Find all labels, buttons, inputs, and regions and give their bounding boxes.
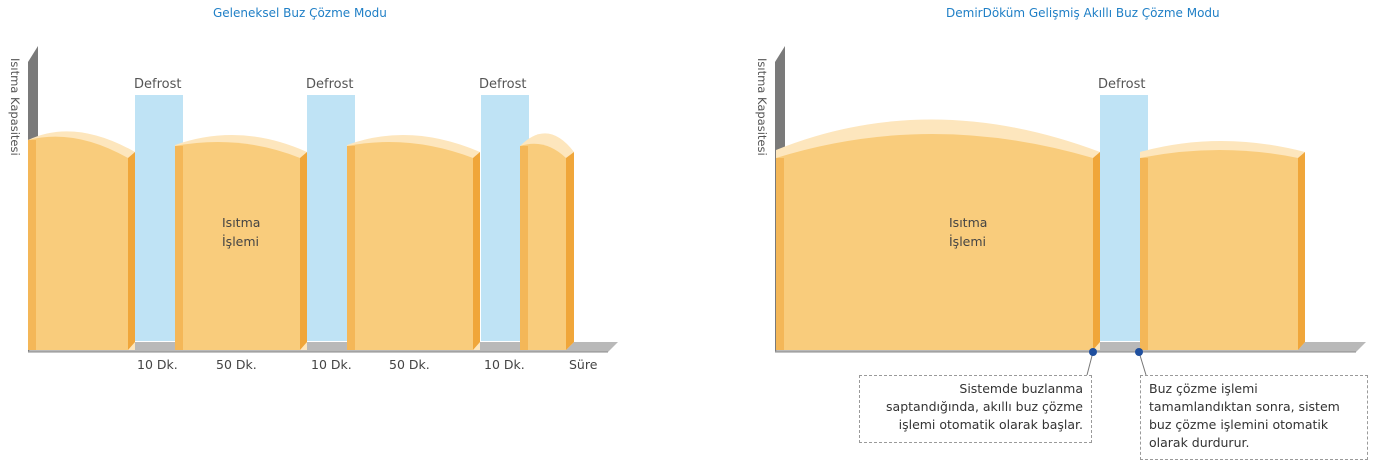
left-process-line-1: Isıtma <box>222 215 261 230</box>
defrost-start-marker <box>1089 348 1097 356</box>
left-defrost-label-1: Defrost <box>134 77 182 92</box>
left-time-label-1: 10 Dk. <box>137 357 178 372</box>
left-heating-block-1 <box>28 131 135 350</box>
left-defrost-label-2: Defrost <box>306 77 354 92</box>
left-chart <box>28 46 618 353</box>
left-x-axis-label: Süre <box>569 357 598 372</box>
left-heating-block-4 <box>520 133 574 350</box>
left-defrost-label-3: Defrost <box>479 77 527 92</box>
right-chart <box>775 46 1366 376</box>
left-time-label-4: 50 Dk. <box>389 357 430 372</box>
left-heating-block-2 <box>175 135 307 350</box>
right-chart-title: DemirDöküm Gelişmiş Akıllı Buz Çözme Mod… <box>946 6 1220 20</box>
right-process-label: Isıtma İşlemi <box>949 213 987 251</box>
left-time-label-3: 10 Dk. <box>311 357 352 372</box>
left-process-label: Isıtma İşlemi <box>222 213 260 251</box>
right-defrost-label: Defrost <box>1098 77 1146 92</box>
left-time-label-2: 50 Dk. <box>216 357 257 372</box>
end-leader-line <box>1138 351 1147 376</box>
right-heating-block-2 <box>1140 141 1305 350</box>
defrost-end-note: Buz çözme işlemi tamamlandıktan sonra, s… <box>1140 375 1368 460</box>
right-process-line-1: Isıtma <box>949 215 988 230</box>
defrost-end-marker <box>1135 348 1143 356</box>
left-time-label-5: 10 Dk. <box>484 357 525 372</box>
left-process-line-2: İşlemi <box>222 234 260 249</box>
left-heating-block-3 <box>347 135 480 350</box>
right-heating-block-1 <box>776 119 1100 350</box>
left-chart-title: Geleneksel Buz Çözme Modu <box>213 6 387 20</box>
defrost-start-note: Sistemde buzlanma saptandığında, akıllı … <box>859 375 1092 443</box>
right-process-line-2: İşlemi <box>949 234 987 249</box>
